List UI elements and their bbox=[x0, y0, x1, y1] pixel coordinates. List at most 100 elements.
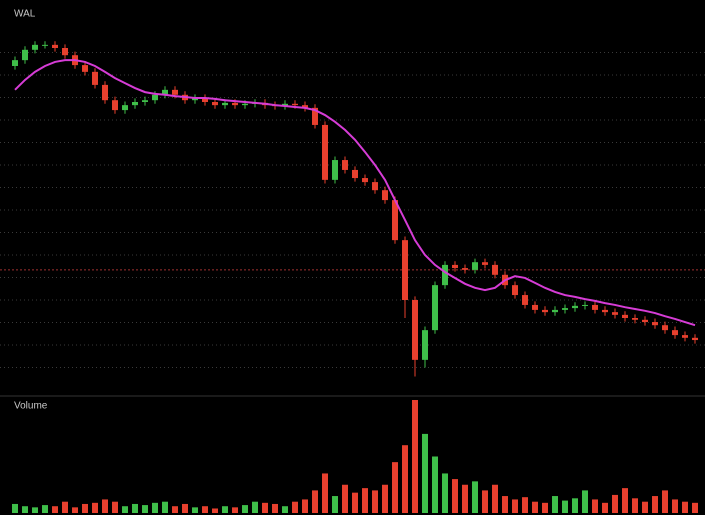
volume-bar bbox=[72, 507, 78, 513]
moving-average bbox=[14, 59, 696, 327]
candle-body bbox=[342, 160, 348, 170]
volume-bar bbox=[662, 490, 668, 513]
volume-bar bbox=[362, 488, 368, 513]
chart-title: WAL bbox=[14, 9, 36, 20]
volume-bar bbox=[272, 503, 278, 513]
volume-bar bbox=[232, 507, 238, 513]
candle-body bbox=[92, 71, 98, 85]
volume-bar bbox=[322, 473, 328, 513]
candle-body bbox=[152, 94, 158, 101]
candle-body bbox=[462, 268, 468, 270]
candle-body bbox=[222, 102, 228, 106]
volume-bar bbox=[652, 496, 658, 513]
volume-bar bbox=[162, 501, 168, 513]
candle-body bbox=[322, 124, 328, 180]
candle-body bbox=[312, 107, 318, 125]
candle-body bbox=[442, 264, 448, 286]
candle-body bbox=[472, 262, 478, 270]
volume-bar bbox=[52, 506, 58, 513]
candle-body bbox=[452, 264, 458, 269]
volume-bar bbox=[62, 501, 68, 513]
candle-body bbox=[292, 103, 298, 106]
volume-bar bbox=[172, 506, 178, 513]
volume-bar bbox=[462, 484, 468, 513]
volume-bar bbox=[412, 400, 418, 513]
candle-body bbox=[512, 285, 518, 296]
volume-bar bbox=[252, 501, 258, 513]
volume-bar bbox=[332, 496, 338, 513]
volume-bar bbox=[372, 490, 378, 513]
volume-bar bbox=[282, 506, 288, 513]
candle-body bbox=[642, 319, 648, 323]
candle-body bbox=[432, 285, 438, 331]
candle-body bbox=[592, 304, 598, 310]
volume-bar bbox=[182, 503, 188, 513]
candle-body bbox=[622, 314, 628, 318]
candle-body bbox=[572, 305, 578, 309]
candle-body bbox=[52, 44, 58, 48]
candle-body bbox=[562, 308, 568, 310]
volume-bar bbox=[512, 499, 518, 513]
volume-bar bbox=[492, 484, 498, 513]
candle-body bbox=[692, 337, 698, 341]
volume-bar bbox=[592, 499, 598, 513]
volume-bar bbox=[432, 456, 438, 513]
candle-body bbox=[532, 304, 538, 310]
volume-bar bbox=[642, 501, 648, 513]
volume-bar bbox=[112, 501, 118, 513]
volume-bar bbox=[482, 490, 488, 513]
candle-body bbox=[672, 330, 678, 336]
volume-bar bbox=[472, 481, 478, 513]
volume-bar bbox=[672, 499, 678, 513]
volume-bar bbox=[32, 507, 38, 513]
candle-body bbox=[422, 330, 428, 360]
volume-bar bbox=[562, 500, 568, 513]
volume-bar bbox=[522, 497, 528, 513]
candle-body bbox=[602, 309, 608, 313]
volume-bar bbox=[682, 501, 688, 513]
volume-bar bbox=[132, 503, 138, 513]
volume-bar bbox=[532, 501, 538, 513]
candle-body bbox=[362, 178, 368, 183]
volume-bar bbox=[442, 473, 448, 513]
volume-bar bbox=[302, 499, 308, 513]
volume-bar bbox=[222, 506, 228, 513]
candle-body bbox=[542, 309, 548, 313]
candle-body bbox=[382, 190, 388, 201]
candle-body bbox=[482, 262, 488, 265]
volume-bar bbox=[242, 505, 248, 513]
candle-body bbox=[682, 335, 688, 338]
volume-bar bbox=[142, 505, 148, 513]
volume-bar bbox=[82, 503, 88, 513]
candle-body bbox=[32, 44, 38, 50]
volume-bar bbox=[552, 496, 558, 513]
candle-body bbox=[132, 102, 138, 106]
candle-body bbox=[112, 100, 118, 111]
candle-body bbox=[232, 102, 238, 106]
volume-bar bbox=[452, 479, 458, 513]
candle-body bbox=[392, 200, 398, 241]
volume-bar bbox=[152, 502, 158, 513]
volume-bar bbox=[312, 490, 318, 513]
candle-body bbox=[12, 60, 18, 66]
volume-bar bbox=[422, 433, 428, 513]
candle-body bbox=[552, 309, 558, 313]
candle-body bbox=[412, 300, 418, 360]
candle-body bbox=[62, 48, 68, 56]
volume-bar bbox=[692, 502, 698, 513]
candle-body bbox=[282, 103, 288, 107]
volume-bar bbox=[342, 484, 348, 513]
candle-body bbox=[122, 105, 128, 111]
volume-bar bbox=[392, 462, 398, 513]
volume-bar bbox=[22, 506, 28, 513]
candle-body bbox=[242, 103, 248, 106]
candle-body bbox=[662, 325, 668, 331]
volume-bar bbox=[582, 490, 588, 513]
candle-body bbox=[302, 105, 308, 108]
candle-body bbox=[142, 100, 148, 102]
candle-body bbox=[102, 84, 108, 101]
candle-body bbox=[582, 304, 588, 306]
volume-bar bbox=[202, 506, 208, 513]
candle-body bbox=[522, 295, 528, 305]
